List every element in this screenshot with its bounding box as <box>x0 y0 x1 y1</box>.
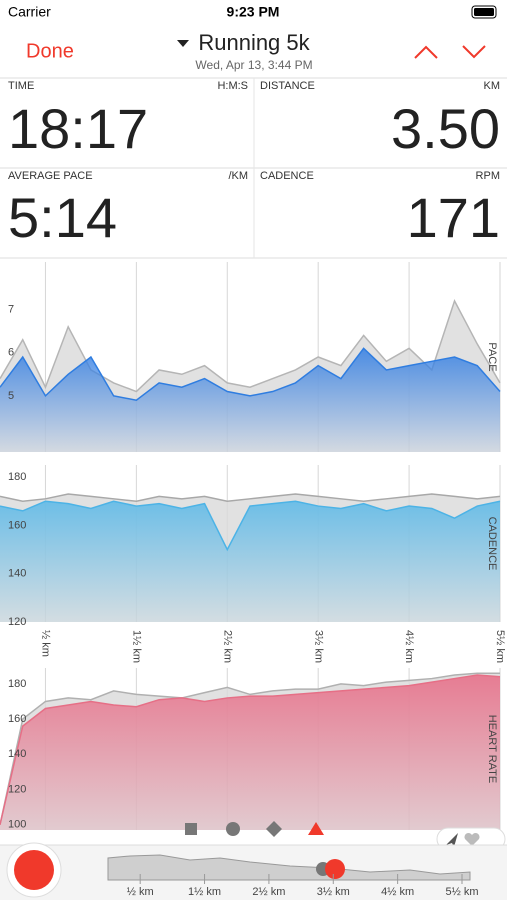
stat-label: CADENCE <box>260 170 314 182</box>
scrubber-tick-label: 5½ km <box>445 886 478 898</box>
x-tick-label: 4½ km <box>403 630 415 663</box>
record-button[interactable] <box>14 850 54 890</box>
chart-label: CADENCE <box>486 517 498 571</box>
series-line <box>0 674 501 825</box>
scrubber-tick-label: 3½ km <box>317 886 350 898</box>
x-tick-label: 2½ km <box>221 630 233 663</box>
y-tick-label: 140 <box>8 568 26 580</box>
stat-unit: H:M:S <box>217 80 248 92</box>
done-button[interactable]: Done <box>26 40 74 62</box>
battery-level <box>474 8 494 16</box>
series-line <box>0 347 501 401</box>
scrubber-tick-label: ½ km <box>127 886 154 898</box>
nav-subtitle: Wed, Apr 13, 3:44 PM <box>195 58 312 72</box>
y-tick-label: 140 <box>8 748 26 760</box>
y-tick-label: 180 <box>8 678 26 690</box>
marker-diamond[interactable] <box>266 821 282 837</box>
x-tick-label: ½ km <box>40 630 52 657</box>
x-tick-label: 5½ km <box>494 630 506 663</box>
scrubber-handle[interactable] <box>325 859 345 879</box>
marker-triangle[interactable] <box>308 822 324 835</box>
series-line <box>0 672 500 825</box>
stat-value: 3.50 <box>391 97 500 160</box>
y-tick-label: 160 <box>8 519 26 531</box>
y-tick-label: 7 <box>8 303 14 315</box>
chart-label: HEART RATE <box>486 715 498 783</box>
battery <box>471 5 497 19</box>
y-tick-label: 180 <box>8 471 26 483</box>
nav-title[interactable]: Running 5k <box>198 30 310 55</box>
stat-label: TIME <box>8 80 34 92</box>
marker-circle[interactable] <box>226 822 240 836</box>
scrubber-tick-label: 4½ km <box>381 886 414 898</box>
previous-button[interactable] <box>414 45 438 59</box>
marker-square[interactable] <box>185 823 197 835</box>
carrier: Carrier <box>8 4 51 20</box>
stat-value: 18:17 <box>8 97 148 160</box>
scrubber-tick-label: 1½ km <box>188 886 221 898</box>
x-tick-label: 1½ km <box>130 630 142 663</box>
area-fill <box>0 348 500 452</box>
y-tick-label: 100 <box>8 819 26 831</box>
scrubber-preview <box>107 854 471 881</box>
stat-unit: RPM <box>476 170 500 182</box>
stat-label: AVERAGE PACE <box>8 170 93 182</box>
area-fill <box>0 501 500 622</box>
clock: 9:23 PM <box>227 4 280 20</box>
next-button[interactable] <box>462 45 486 59</box>
location-icon[interactable] <box>446 833 458 847</box>
scrubber-tick-label: 2½ km <box>252 886 285 898</box>
stat-value: 5:14 <box>8 186 117 249</box>
stat-unit: KM <box>484 80 501 92</box>
chart-label: PACE <box>486 342 498 371</box>
series-line <box>0 500 501 552</box>
y-tick-label: 6 <box>8 347 14 359</box>
y-tick-label: 120 <box>8 616 26 628</box>
stat-label: DISTANCE <box>260 80 315 92</box>
title-dropdown[interactable] <box>177 40 189 47</box>
y-tick-label: 120 <box>8 783 26 795</box>
y-tick-label: 160 <box>8 713 26 725</box>
area-fill <box>0 675 500 830</box>
stat-value: 171 <box>407 186 500 249</box>
series-line <box>0 298 501 393</box>
heart-icon[interactable] <box>464 832 480 846</box>
stat-unit: /KM <box>228 170 248 182</box>
series-line <box>0 493 501 502</box>
y-tick-label: 5 <box>8 390 14 402</box>
x-tick-label: 3½ km <box>312 630 324 663</box>
